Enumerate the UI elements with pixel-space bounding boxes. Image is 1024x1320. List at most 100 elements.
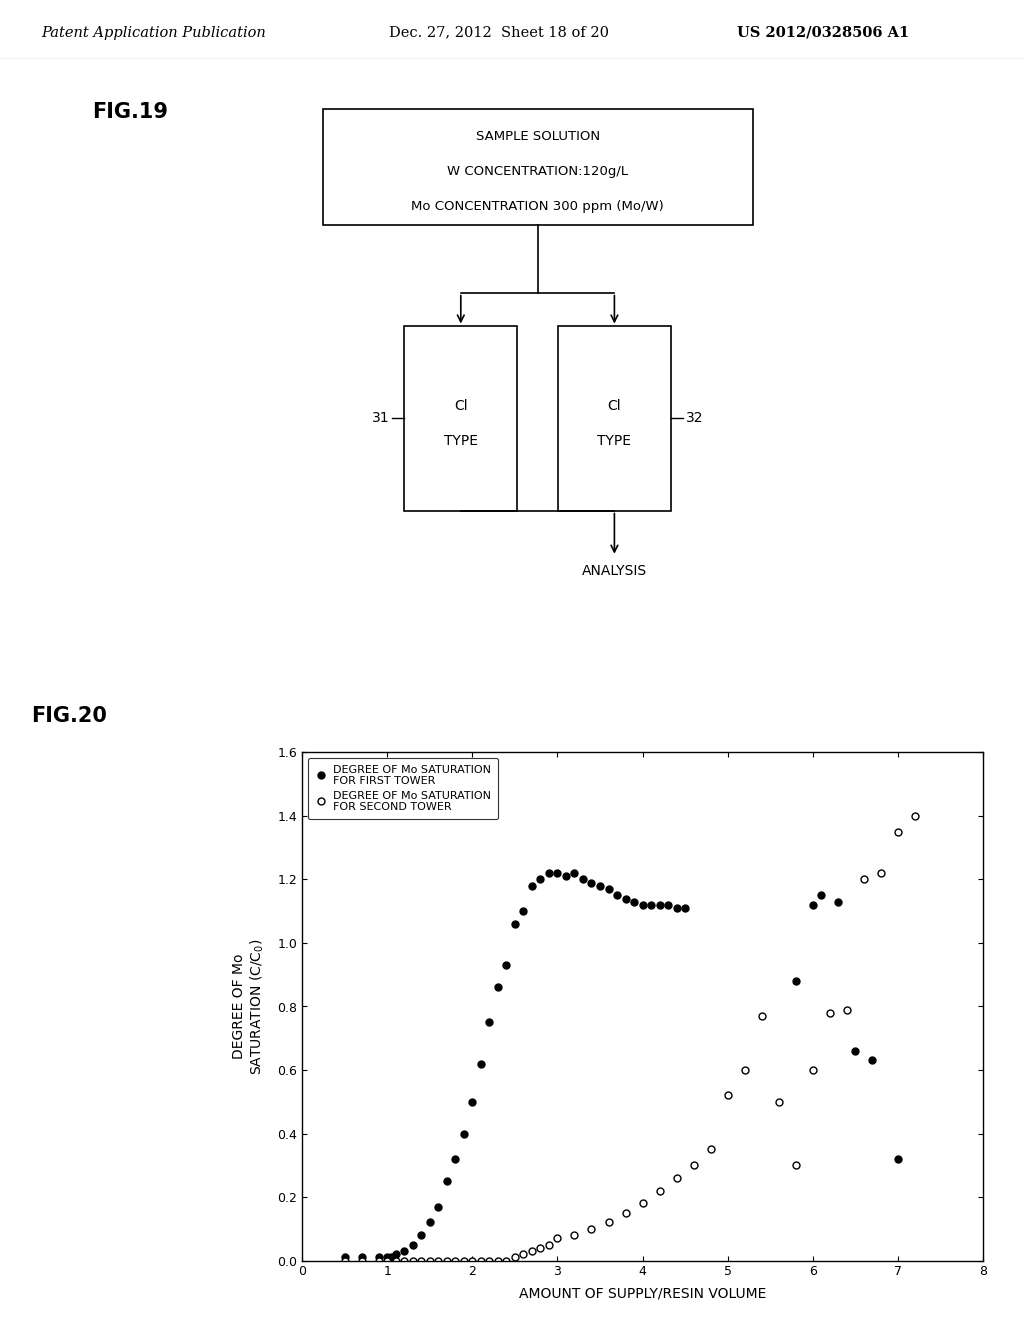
DEGREE OF Mo SATURATION
FOR SECOND TOWER: [909, 808, 922, 824]
DEGREE OF Mo SATURATION
FOR FIRST TOWER: [440, 1173, 453, 1189]
DEGREE OF Mo SATURATION
FOR FIRST TOWER: [551, 865, 563, 880]
DEGREE OF Mo SATURATION
FOR SECOND TOWER: [858, 871, 870, 887]
DEGREE OF Mo SATURATION
FOR FIRST TOWER: [407, 1237, 419, 1253]
DEGREE OF Mo SATURATION
FOR SECOND TOWER: [602, 1214, 614, 1230]
DEGREE OF Mo SATURATION
FOR FIRST TOWER: [398, 1243, 411, 1259]
DEGREE OF Mo SATURATION
FOR SECOND TOWER: [450, 1253, 462, 1269]
DEGREE OF Mo SATURATION
FOR FIRST TOWER: [432, 1199, 444, 1214]
DEGREE OF Mo SATURATION
FOR SECOND TOWER: [687, 1158, 699, 1173]
DEGREE OF Mo SATURATION
FOR SECOND TOWER: [874, 865, 887, 880]
DEGREE OF Mo SATURATION
FOR SECOND TOWER: [407, 1253, 419, 1269]
DEGREE OF Mo SATURATION
FOR FIRST TOWER: [458, 1126, 470, 1142]
Text: Dec. 27, 2012  Sheet 18 of 20: Dec. 27, 2012 Sheet 18 of 20: [389, 25, 609, 40]
Text: Patent Application Publication: Patent Application Publication: [41, 25, 265, 40]
DEGREE OF Mo SATURATION
FOR FIRST TOWER: [475, 1056, 487, 1072]
DEGREE OF Mo SATURATION
FOR SECOND TOWER: [355, 1253, 368, 1269]
DEGREE OF Mo SATURATION
FOR FIRST TOWER: [628, 894, 640, 909]
DEGREE OF Mo SATURATION
FOR FIRST TOWER: [645, 898, 657, 913]
Text: TYPE: TYPE: [443, 433, 478, 447]
Text: Cl: Cl: [607, 399, 622, 413]
DEGREE OF Mo SATURATION
FOR SECOND TOWER: [398, 1253, 411, 1269]
DEGREE OF Mo SATURATION
FOR SECOND TOWER: [620, 1205, 632, 1221]
DEGREE OF Mo SATURATION
FOR FIRST TOWER: [790, 973, 802, 989]
DEGREE OF Mo SATURATION
FOR FIRST TOWER: [381, 1250, 393, 1266]
DEGREE OF Mo SATURATION
FOR FIRST TOWER: [815, 887, 827, 903]
DEGREE OF Mo SATURATION
FOR SECOND TOWER: [756, 1008, 768, 1024]
Y-axis label: DEGREE OF Mo
SATURATION (C/C$_0$): DEGREE OF Mo SATURATION (C/C$_0$): [232, 939, 266, 1074]
DEGREE OF Mo SATURATION
FOR SECOND TOWER: [492, 1253, 504, 1269]
Line: DEGREE OF Mo SATURATION
FOR FIRST TOWER: DEGREE OF Mo SATURATION FOR FIRST TOWER: [341, 870, 901, 1261]
DEGREE OF Mo SATURATION
FOR FIRST TOWER: [450, 1151, 462, 1167]
DEGREE OF Mo SATURATION
FOR SECOND TOWER: [790, 1158, 802, 1173]
Bar: [323, 108, 753, 226]
DEGREE OF Mo SATURATION
FOR FIRST TOWER: [594, 878, 606, 894]
DEGREE OF Mo SATURATION
FOR FIRST TOWER: [517, 903, 529, 919]
DEGREE OF Mo SATURATION
FOR FIRST TOWER: [620, 891, 632, 907]
DEGREE OF Mo SATURATION
FOR SECOND TOWER: [373, 1253, 385, 1269]
DEGREE OF Mo SATURATION
FOR SECOND TOWER: [653, 1183, 666, 1199]
DEGREE OF Mo SATURATION
FOR FIRST TOWER: [568, 865, 581, 880]
Text: FIG.20: FIG.20: [31, 706, 106, 726]
DEGREE OF Mo SATURATION
FOR FIRST TOWER: [373, 1250, 385, 1266]
DEGREE OF Mo SATURATION
FOR FIRST TOWER: [466, 1094, 478, 1110]
DEGREE OF Mo SATURATION
FOR FIRST TOWER: [560, 869, 572, 884]
Text: SAMPLE SOLUTION: SAMPLE SOLUTION: [475, 129, 600, 143]
DEGREE OF Mo SATURATION
FOR FIRST TOWER: [415, 1228, 427, 1243]
DEGREE OF Mo SATURATION
FOR SECOND TOWER: [415, 1253, 427, 1269]
DEGREE OF Mo SATURATION
FOR SECOND TOWER: [772, 1094, 784, 1110]
DEGREE OF Mo SATURATION
FOR SECOND TOWER: [671, 1170, 683, 1185]
DEGREE OF Mo SATURATION
FOR SECOND TOWER: [466, 1253, 478, 1269]
Text: Mo CONCENTRATION 300 ppm (Mo/W): Mo CONCENTRATION 300 ppm (Mo/W): [412, 199, 664, 213]
DEGREE OF Mo SATURATION
FOR SECOND TOWER: [636, 1196, 649, 1212]
Bar: [558, 326, 671, 511]
DEGREE OF Mo SATURATION
FOR SECOND TOWER: [535, 1239, 547, 1255]
Legend: DEGREE OF Mo SATURATION
FOR FIRST TOWER, DEGREE OF Mo SATURATION
FOR SECOND TOWE: DEGREE OF Mo SATURATION FOR FIRST TOWER,…: [307, 758, 498, 818]
DEGREE OF Mo SATURATION
FOR FIRST TOWER: [483, 1015, 496, 1031]
Text: Cl: Cl: [454, 399, 468, 413]
DEGREE OF Mo SATURATION
FOR SECOND TOWER: [424, 1253, 436, 1269]
DEGREE OF Mo SATURATION
FOR SECOND TOWER: [389, 1253, 401, 1269]
DEGREE OF Mo SATURATION
FOR FIRST TOWER: [389, 1246, 401, 1262]
DEGREE OF Mo SATURATION
FOR FIRST TOWER: [355, 1250, 368, 1266]
Text: TYPE: TYPE: [597, 433, 632, 447]
DEGREE OF Mo SATURATION
FOR FIRST TOWER: [385, 1250, 397, 1266]
DEGREE OF Mo SATURATION
FOR SECOND TOWER: [525, 1243, 538, 1259]
DEGREE OF Mo SATURATION
FOR FIRST TOWER: [892, 1151, 904, 1167]
DEGREE OF Mo SATURATION
FOR SECOND TOWER: [738, 1063, 751, 1078]
DEGREE OF Mo SATURATION
FOR SECOND TOWER: [432, 1253, 444, 1269]
DEGREE OF Mo SATURATION
FOR FIRST TOWER: [535, 871, 547, 887]
Text: FIG.19: FIG.19: [92, 103, 168, 123]
DEGREE OF Mo SATURATION
FOR SECOND TOWER: [440, 1253, 453, 1269]
DEGREE OF Mo SATURATION
FOR FIRST TOWER: [339, 1250, 351, 1266]
Line: DEGREE OF Mo SATURATION
FOR SECOND TOWER: DEGREE OF Mo SATURATION FOR SECOND TOWER: [341, 812, 919, 1265]
DEGREE OF Mo SATURATION
FOR FIRST TOWER: [543, 865, 555, 880]
DEGREE OF Mo SATURATION
FOR FIRST TOWER: [492, 979, 504, 995]
DEGREE OF Mo SATURATION
FOR FIRST TOWER: [679, 900, 691, 916]
DEGREE OF Mo SATURATION
FOR SECOND TOWER: [500, 1253, 512, 1269]
Text: 31: 31: [372, 412, 389, 425]
DEGREE OF Mo SATURATION
FOR FIRST TOWER: [662, 898, 674, 913]
DEGREE OF Mo SATURATION
FOR SECOND TOWER: [551, 1230, 563, 1246]
DEGREE OF Mo SATURATION
FOR FIRST TOWER: [807, 898, 819, 913]
DEGREE OF Mo SATURATION
FOR SECOND TOWER: [705, 1142, 717, 1158]
DEGREE OF Mo SATURATION
FOR FIRST TOWER: [500, 957, 512, 973]
Bar: [404, 326, 517, 511]
DEGREE OF Mo SATURATION
FOR SECOND TOWER: [381, 1253, 393, 1269]
DEGREE OF Mo SATURATION
FOR SECOND TOWER: [892, 824, 904, 840]
DEGREE OF Mo SATURATION
FOR SECOND TOWER: [543, 1237, 555, 1253]
Text: 32: 32: [686, 412, 703, 425]
DEGREE OF Mo SATURATION
FOR SECOND TOWER: [509, 1250, 521, 1266]
DEGREE OF Mo SATURATION
FOR SECOND TOWER: [586, 1221, 598, 1237]
DEGREE OF Mo SATURATION
FOR SECOND TOWER: [458, 1253, 470, 1269]
DEGREE OF Mo SATURATION
FOR FIRST TOWER: [577, 871, 589, 887]
DEGREE OF Mo SATURATION
FOR FIRST TOWER: [866, 1052, 879, 1068]
DEGREE OF Mo SATURATION
FOR SECOND TOWER: [568, 1228, 581, 1243]
DEGREE OF Mo SATURATION
FOR FIRST TOWER: [509, 916, 521, 932]
DEGREE OF Mo SATURATION
FOR SECOND TOWER: [483, 1253, 496, 1269]
DEGREE OF Mo SATURATION
FOR FIRST TOWER: [611, 887, 624, 903]
DEGREE OF Mo SATURATION
FOR SECOND TOWER: [517, 1246, 529, 1262]
DEGREE OF Mo SATURATION
FOR FIRST TOWER: [671, 900, 683, 916]
DEGREE OF Mo SATURATION
FOR FIRST TOWER: [586, 875, 598, 891]
Text: ANALYSIS: ANALYSIS: [582, 564, 647, 578]
DEGREE OF Mo SATURATION
FOR FIRST TOWER: [525, 878, 538, 894]
